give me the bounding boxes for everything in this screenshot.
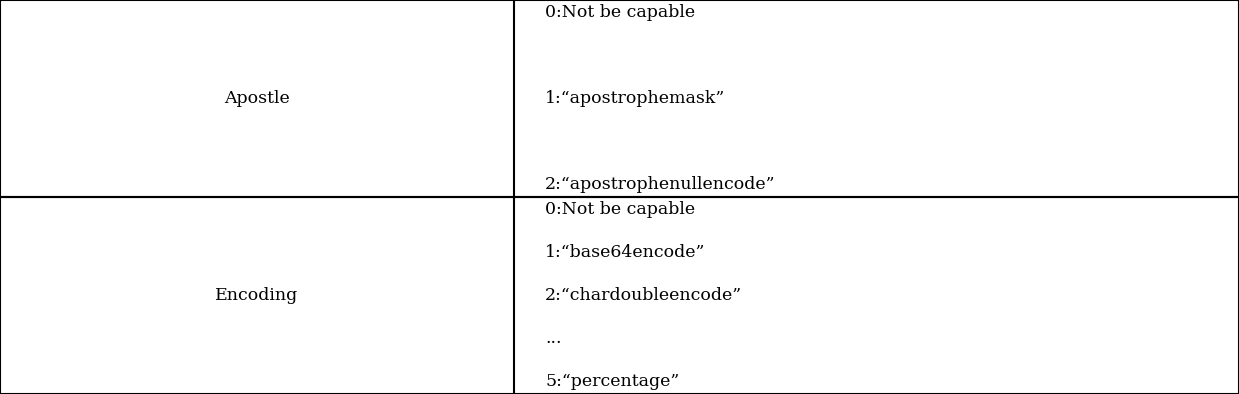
Text: 1:“base64encode”: 1:“base64encode” [545, 244, 705, 261]
Text: 1:“apostrophemask”: 1:“apostrophemask” [545, 90, 725, 107]
Text: 2:“apostrophenullencode”: 2:“apostrophenullencode” [545, 176, 776, 193]
Text: 5:“percentage”: 5:“percentage” [545, 373, 679, 390]
Text: ...: ... [545, 330, 561, 347]
Text: Apostle: Apostle [224, 90, 290, 107]
Text: 0:Not be capable: 0:Not be capable [545, 201, 695, 218]
Text: 0:Not be capable: 0:Not be capable [545, 4, 695, 21]
Text: 2:“chardoubleencode”: 2:“chardoubleencode” [545, 287, 742, 304]
Text: Encoding: Encoding [216, 287, 299, 304]
